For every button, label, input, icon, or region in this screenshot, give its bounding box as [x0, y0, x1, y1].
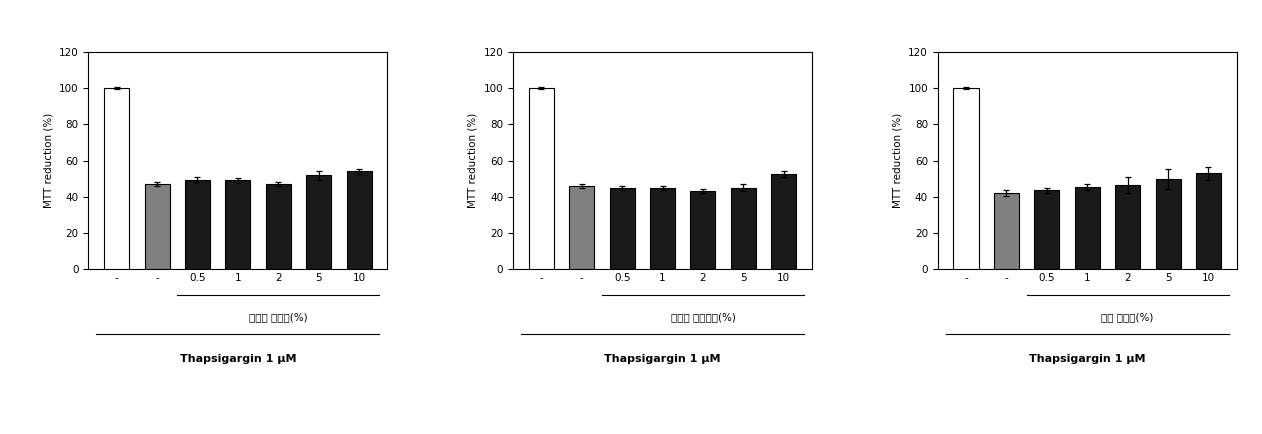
Text: 카카오 쳊가군(%): 카카오 쳊가군(%)	[249, 312, 308, 322]
Bar	[690, 191, 716, 269]
Bar	[610, 187, 635, 269]
Bar	[1075, 187, 1099, 269]
Bar	[731, 187, 756, 269]
Y-axis label: MTT reduction (%): MTT reduction (%)	[892, 113, 902, 208]
Bar	[1156, 179, 1180, 269]
Bar	[650, 187, 675, 269]
Bar	[529, 88, 554, 269]
Bar	[307, 175, 331, 269]
Bar	[145, 184, 169, 269]
Bar	[103, 88, 129, 269]
Y-axis label: MTT reduction (%): MTT reduction (%)	[468, 113, 478, 208]
Bar	[266, 184, 290, 269]
Text: 홍초 쳊가군(%): 홍초 쳊가군(%)	[1102, 312, 1153, 322]
Bar	[771, 174, 796, 269]
Text: Thapsigargin 1 μM: Thapsigargin 1 μM	[179, 354, 297, 364]
Y-axis label: MTT reduction (%): MTT reduction (%)	[43, 113, 53, 208]
Text: Thapsigargin 1 μM: Thapsigargin 1 μM	[1029, 354, 1146, 364]
Bar	[1116, 185, 1140, 269]
Bar	[1035, 191, 1059, 269]
Bar	[569, 186, 594, 269]
Bar	[226, 181, 250, 269]
Bar	[186, 180, 209, 269]
Bar	[994, 193, 1018, 269]
Bar	[954, 88, 978, 269]
Text: Thapsigargin 1 μM: Thapsigargin 1 μM	[604, 354, 721, 364]
Bar	[347, 171, 371, 269]
Text: 카카오 무쳊가군(%): 카카오 무쳊가군(%)	[670, 312, 736, 322]
Bar	[1196, 173, 1222, 269]
